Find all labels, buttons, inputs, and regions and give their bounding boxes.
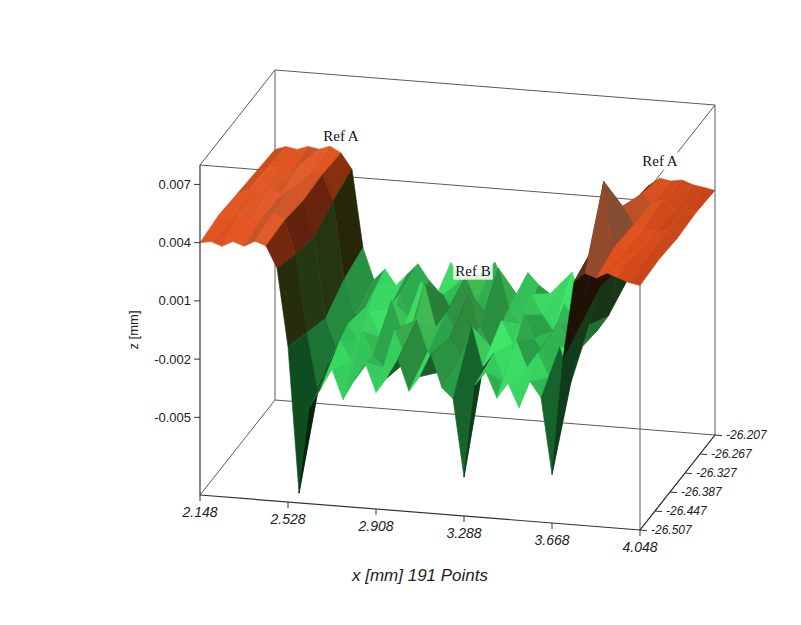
frame-edge	[200, 400, 275, 495]
frame-edge	[275, 70, 715, 105]
x-tick-label: 3.668	[534, 532, 569, 548]
frame	[200, 70, 715, 530]
y-tick: -26.267	[700, 447, 753, 461]
x-axis-line	[200, 495, 640, 530]
background	[0, 0, 801, 625]
z-tick: 0.004	[158, 235, 200, 250]
y-tick-mark	[685, 473, 692, 475]
annotation: Ref A	[321, 127, 361, 145]
x-tick: 2.908	[357, 509, 393, 534]
z-tick-label: 0.004	[158, 235, 191, 250]
surface-cell	[398, 320, 428, 391]
x-tick-mark	[552, 523, 553, 529]
annotations: Ref A Ref B Ref A	[321, 127, 680, 280]
annotation-background	[453, 262, 492, 280]
x-tick-mark	[640, 530, 641, 536]
x-tick-label: 2.908	[357, 518, 393, 534]
frame-edge	[640, 435, 715, 530]
x-tick: 2.528	[269, 502, 305, 527]
y-tick: -26.207	[715, 428, 768, 442]
z-tick-mark	[194, 242, 200, 243]
frame-edge	[200, 70, 275, 165]
z-axis: -0.005 -0.002 0.001 0.004 0.007	[154, 165, 200, 495]
y-tick: -26.327	[685, 466, 738, 480]
y-tick-label: -26.387	[681, 485, 723, 499]
z-axis-title: z [mm]	[126, 311, 141, 350]
z-tick-label: 0.007	[158, 177, 191, 192]
chart-container: 2.148 2.528 2.908 3.288 3.668 4.048 x [mm] 191…	[0, 0, 801, 625]
annotation: Ref B	[453, 262, 492, 280]
y-tick-label: -26.447	[666, 504, 708, 518]
z-tick-mark	[194, 359, 200, 360]
x-tick: 2.148	[181, 495, 217, 520]
x-tick-label: 3.288	[446, 525, 481, 541]
y-tick: -26.507	[640, 523, 693, 537]
y-tick-label: -26.327	[696, 466, 738, 480]
z-tick: -0.005	[154, 410, 200, 425]
surface-cell	[277, 254, 307, 347]
frame-edge	[715, 105, 716, 435]
y-tick-mark	[670, 492, 677, 494]
x-tick-label: 4.048	[622, 539, 657, 555]
z-tick-mark	[194, 417, 200, 418]
z-tick-label: 0.001	[158, 293, 191, 308]
annotation-label: Ref A	[323, 128, 359, 144]
z-tick-mark	[194, 300, 200, 301]
y-tick-mark	[715, 435, 722, 437]
y-axis-line	[640, 435, 715, 530]
x-tick: 3.288	[446, 516, 481, 541]
z-tick-label: -0.005	[154, 410, 191, 425]
surface-cell	[629, 257, 659, 286]
x-tick-label: 2.148	[181, 504, 217, 520]
annotation-label: Ref A	[642, 153, 678, 169]
x-tick-mark	[288, 502, 289, 508]
x-tick-mark	[376, 509, 377, 515]
x-tick-mark	[464, 516, 465, 522]
surface-chart: 2.148 2.528 2.908 3.288 3.668 4.048 x [mm] 191…	[0, 0, 801, 625]
annotation: Ref A	[640, 152, 680, 170]
x-axis-title: x [mm] 191 Points	[351, 566, 489, 585]
y-axis: -26.507 -26.447 -26.387 -26.327 -26.267 -26.2…	[640, 428, 768, 537]
y-tick: -26.387	[670, 485, 723, 499]
x-tick-mark	[200, 495, 201, 501]
frame-edge	[275, 400, 715, 435]
x-axis: 2.148 2.528 2.908 3.288 3.668 4.048	[181, 495, 657, 555]
y-tick-mark	[700, 454, 707, 456]
annotation-background	[640, 152, 680, 170]
axes: 2.148 2.528 2.908 3.288 3.668 4.048 x [mm] 191…	[126, 165, 768, 585]
surface-cell	[648, 231, 678, 260]
annotation-label: Ref B	[455, 263, 490, 279]
z-tick-mark	[194, 184, 200, 185]
y-tick-mark	[655, 511, 662, 513]
x-tick: 3.668	[534, 523, 569, 548]
z-tick: -0.002	[154, 352, 200, 367]
surface	[200, 146, 715, 493]
y-tick-label: -26.507	[651, 523, 693, 537]
x-tick-label: 2.528	[269, 511, 305, 527]
z-tick: 0.007	[158, 177, 200, 192]
y-tick-label: -26.267	[711, 447, 753, 461]
z-tick-label: -0.002	[154, 352, 191, 367]
y-tick: -26.447	[655, 504, 708, 518]
y-tick-label: -26.207	[726, 428, 768, 442]
annotation-background	[321, 127, 361, 145]
surface-cell	[685, 188, 715, 213]
z-axis-line	[199, 165, 200, 495]
y-tick-mark	[640, 530, 647, 532]
z-tick: 0.001	[158, 293, 200, 308]
